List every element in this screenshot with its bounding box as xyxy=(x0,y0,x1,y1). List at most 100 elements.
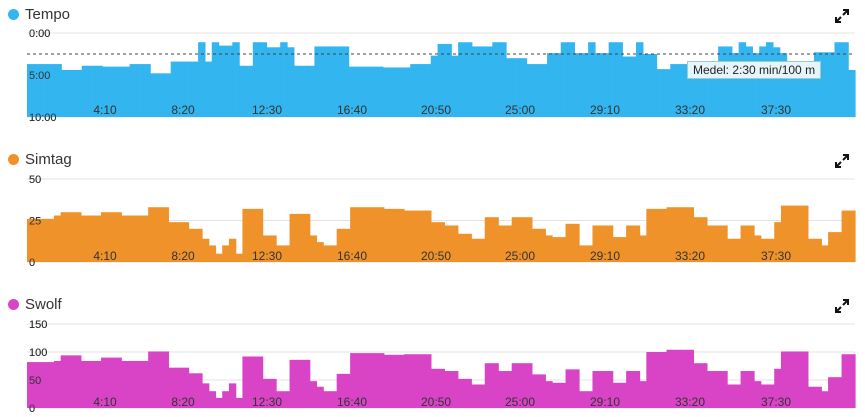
bar xyxy=(827,52,836,117)
x-tick-label: 8:20 xyxy=(171,103,195,117)
bar xyxy=(632,225,641,262)
bar xyxy=(787,351,796,408)
bar xyxy=(700,363,708,408)
bar xyxy=(642,54,651,117)
bar xyxy=(458,42,466,117)
bar xyxy=(262,378,270,408)
bar xyxy=(208,391,217,408)
bar xyxy=(594,53,603,117)
bar xyxy=(80,215,89,262)
x-tick-label: 29:10 xyxy=(590,103,620,117)
bar xyxy=(626,225,634,262)
x-tick-label: 4:10 xyxy=(93,395,117,409)
bar xyxy=(801,351,809,408)
bar xyxy=(336,373,344,408)
bar xyxy=(774,222,782,262)
bar xyxy=(235,253,244,262)
bar xyxy=(526,64,534,117)
bar xyxy=(323,245,331,262)
x-tick-label: 12:30 xyxy=(252,249,282,263)
bar xyxy=(168,367,176,408)
bar xyxy=(215,253,223,262)
bar xyxy=(464,378,472,408)
bar xyxy=(410,354,419,408)
bar xyxy=(834,42,842,117)
bar xyxy=(848,210,856,262)
bar xyxy=(518,217,526,262)
bar xyxy=(841,210,849,262)
bar xyxy=(276,245,284,262)
bar xyxy=(471,384,479,408)
bar xyxy=(363,207,371,262)
bar xyxy=(389,67,398,117)
bar xyxy=(377,353,385,408)
bar xyxy=(767,238,775,262)
bar xyxy=(639,235,647,262)
bar xyxy=(410,210,419,262)
bar xyxy=(724,46,733,117)
bar xyxy=(300,65,309,117)
bar xyxy=(403,354,412,408)
bar xyxy=(87,360,95,408)
bar xyxy=(588,42,596,117)
bar xyxy=(677,64,685,117)
bar xyxy=(605,371,614,408)
expand-icon[interactable] xyxy=(835,299,849,313)
bar xyxy=(343,373,351,408)
bar xyxy=(704,69,712,117)
bar xyxy=(390,208,398,262)
bar xyxy=(188,373,196,408)
simtag-title-row: Simtag xyxy=(8,150,72,168)
x-tick-label: 16:40 xyxy=(337,249,367,263)
bar xyxy=(727,384,735,408)
bar xyxy=(504,225,513,262)
bar xyxy=(814,238,822,262)
tempo-legend-dot xyxy=(8,8,19,20)
bar xyxy=(47,218,55,262)
bar xyxy=(424,354,432,408)
bar xyxy=(157,73,165,117)
bar xyxy=(202,383,210,408)
x-tick-label: 33:20 xyxy=(675,249,705,263)
bar xyxy=(499,42,507,117)
bar xyxy=(666,349,674,408)
bar xyxy=(666,207,674,262)
bar xyxy=(560,42,569,117)
bar xyxy=(834,232,843,262)
bar xyxy=(632,371,641,408)
bar xyxy=(101,212,109,262)
bar xyxy=(242,208,250,262)
bar xyxy=(195,373,203,408)
bar xyxy=(249,356,257,408)
bar xyxy=(218,45,227,117)
x-tick-label: 29:10 xyxy=(590,395,620,409)
bar xyxy=(309,381,318,408)
bar xyxy=(397,208,405,262)
bar xyxy=(423,64,432,117)
bar xyxy=(40,218,48,262)
swolf-title: Swolf xyxy=(25,295,62,313)
bar xyxy=(245,65,254,117)
bar xyxy=(95,65,103,117)
bar xyxy=(579,391,587,408)
bar xyxy=(745,46,753,117)
bar xyxy=(68,69,76,117)
bar xyxy=(498,225,506,262)
bar xyxy=(848,354,856,408)
expand-icon[interactable] xyxy=(835,154,849,168)
bar xyxy=(134,360,143,408)
bar xyxy=(430,222,439,262)
bar xyxy=(754,235,762,262)
bar xyxy=(814,386,822,408)
bar xyxy=(168,222,176,262)
expand-icon[interactable] xyxy=(835,9,849,23)
bar xyxy=(348,66,357,117)
bar xyxy=(754,381,762,408)
bar xyxy=(727,238,735,262)
bar xyxy=(94,215,102,262)
bar xyxy=(511,217,520,262)
bar xyxy=(255,208,264,262)
bar xyxy=(848,69,856,117)
bar xyxy=(686,207,695,262)
